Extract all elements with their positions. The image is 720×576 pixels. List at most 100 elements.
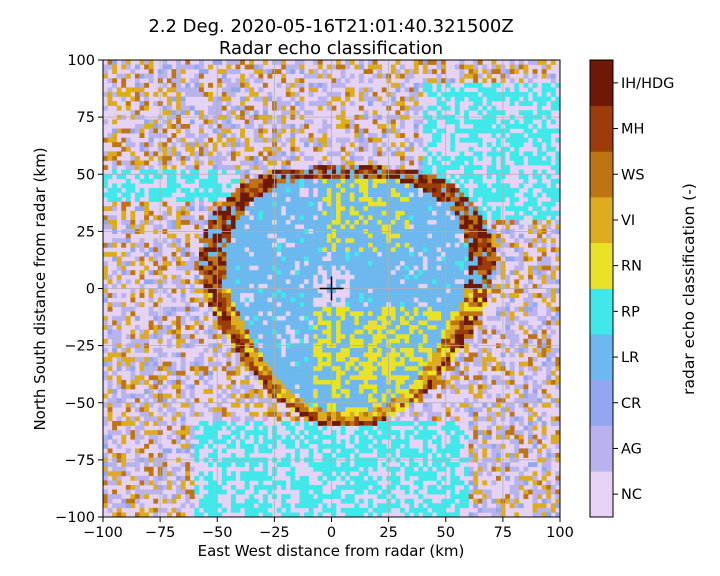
echo-cell: [308, 416, 314, 422]
echo-cell: [194, 274, 200, 280]
echo-cell: [322, 370, 328, 376]
echo-cell: [249, 201, 255, 207]
echo-cell: [208, 398, 213, 404]
echo-cell: [212, 306, 218, 312]
echo-cell: [363, 379, 369, 385]
echo-cell: [262, 210, 268, 216]
echo-cell: [244, 320, 250, 326]
echo-cell: [336, 78, 341, 84]
echo-cell: [372, 370, 378, 376]
echo-cell: [308, 297, 314, 303]
echo-cell: [112, 512, 118, 518]
echo-cell: [363, 96, 369, 102]
echo-cell: [299, 210, 305, 216]
echo-cell: [418, 411, 424, 417]
echo-cell: [354, 247, 360, 253]
echo-cell: [249, 91, 255, 97]
echo-cell: [299, 137, 305, 143]
echo-cell: [267, 215, 273, 221]
echo-cell: [345, 178, 351, 184]
echo-cell: [285, 453, 291, 458]
echo-cell: [372, 466, 378, 472]
echo-cell: [395, 352, 401, 358]
echo-cell: [331, 325, 337, 330]
echo-cell: [258, 485, 264, 490]
echo-cell: [400, 165, 405, 170]
echo-cell: [372, 462, 378, 468]
echo-cell: [262, 174, 268, 180]
echo-cell: [345, 325, 351, 330]
echo-cell: [230, 370, 236, 376]
echo-cell: [336, 210, 341, 216]
echo-cell: [244, 142, 250, 148]
echo-cell: [317, 338, 323, 344]
echo-cell: [144, 329, 149, 335]
echo-cell: [409, 183, 415, 189]
echo-cell: [235, 320, 241, 326]
echo-cell: [294, 233, 300, 239]
echo-cell: [313, 407, 319, 413]
echo-cell: [395, 329, 401, 335]
echo-cell: [180, 96, 186, 102]
echo-cell: [308, 389, 314, 394]
echo-cell: [134, 448, 140, 454]
echo-cell: [363, 69, 369, 75]
echo-cell: [139, 402, 145, 408]
echo-cell: [258, 475, 264, 481]
echo-cell: [308, 206, 314, 212]
echo-cell: [185, 466, 191, 472]
echo-cell: [180, 315, 186, 321]
echo-cell: [381, 265, 387, 271]
echo-cell: [253, 375, 259, 381]
echo-cell: [404, 311, 410, 317]
echo-cell: [212, 421, 218, 426]
echo-cell: [422, 357, 428, 362]
echo-cell: [235, 224, 241, 230]
echo-cell: [253, 242, 259, 248]
echo-cell: [404, 215, 410, 221]
echo-cell: [340, 357, 346, 362]
echo-cell: [121, 384, 127, 390]
echo-cell: [358, 416, 364, 422]
echo-cell: [413, 297, 419, 303]
echo-cell: [240, 215, 245, 221]
echo-cell: [358, 137, 364, 143]
echo-cell: [377, 475, 383, 481]
echo-cell: [185, 165, 191, 170]
echo-cell: [107, 416, 113, 422]
echo-cell: [299, 242, 305, 248]
echo-cell: [262, 178, 268, 184]
echo-cell: [208, 91, 213, 97]
echo-cell: [409, 155, 415, 161]
echo-cell: [240, 247, 245, 253]
echo-cell: [308, 494, 314, 500]
echo-cell: [349, 507, 355, 513]
echo-cell: [208, 256, 213, 262]
echo-cell: [422, 471, 428, 477]
echo-cell: [326, 251, 332, 257]
echo-cell: [299, 398, 305, 404]
echo-cell: [404, 402, 410, 408]
echo-cell: [176, 489, 181, 495]
echo-cell: [290, 325, 296, 330]
echo-cell: [244, 210, 250, 216]
echo-cell: [134, 123, 140, 129]
echo-cell: [221, 165, 227, 170]
echo-cell: [189, 411, 195, 417]
echo-cell: [258, 69, 264, 75]
echo-cell: [349, 334, 355, 340]
echo-cell: [276, 197, 282, 202]
echo-cell: [249, 283, 255, 289]
echo-cell: [139, 274, 145, 280]
echo-cell: [409, 315, 415, 321]
echo-cell: [285, 256, 291, 262]
echo-cell: [354, 398, 360, 404]
echo-cell: [185, 311, 191, 317]
echo-cell: [322, 210, 328, 216]
echo-cell: [144, 347, 149, 353]
echo-cell: [166, 192, 172, 198]
echo-cell: [235, 430, 241, 436]
echo-cell: [203, 270, 209, 276]
echo-cell: [144, 379, 149, 385]
echo-cell: [258, 293, 264, 298]
